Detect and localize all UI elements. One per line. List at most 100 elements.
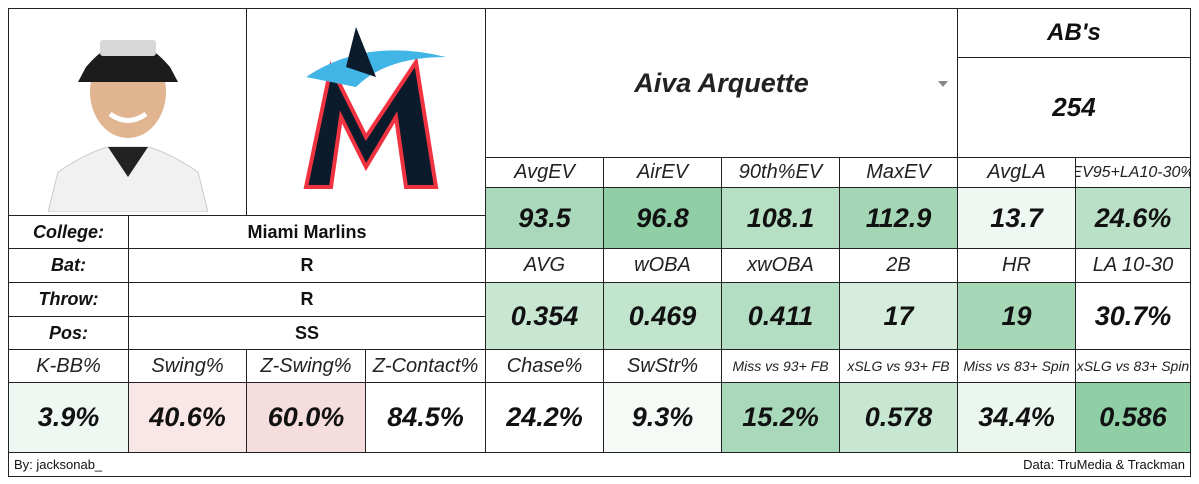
bio-value: SS (294, 322, 319, 343)
stat-value-cell: 96.8 (603, 187, 722, 249)
stat-label-cell: AirEV (603, 157, 722, 188)
stat-label-cell: wOBA (603, 248, 722, 283)
bio-label-cell: Pos: (8, 316, 129, 350)
bio-value: Miami Marlins (247, 221, 367, 242)
stat-value: 17 (883, 300, 914, 331)
stat-value: 40.6% (149, 402, 226, 432)
bio-label-cell: Throw: (8, 282, 129, 317)
stat-label: xSLG vs 93+ FB (847, 358, 950, 374)
source: Data: TruMedia & Trackman (1023, 457, 1185, 472)
stat-label: AvgLA (987, 161, 1046, 183)
bio-label: Pos: (48, 322, 88, 343)
stat-value: 15.2% (742, 402, 819, 432)
ab-value: 254 (1052, 92, 1096, 122)
bio-value-cell: Miami Marlins (128, 215, 486, 249)
stat-label-cell: Chase% (485, 349, 604, 383)
player-photo (8, 8, 247, 216)
stat-value-cell: 0.469 (603, 282, 722, 350)
ab-label-cell: AB's (957, 8, 1191, 58)
stat-label-cell: xwOBA (721, 248, 840, 283)
stat-label: Swing% (151, 354, 224, 377)
bio-value-cell: SS (128, 316, 486, 350)
stat-label-cell: 90th%EV (721, 157, 840, 188)
bio-value: R (300, 255, 314, 275)
stat-value: 112.9 (865, 202, 932, 233)
stat-value: 0.586 (1099, 402, 1167, 432)
stat-label: HR (1002, 254, 1031, 276)
stat-label: 90th%EV (738, 161, 823, 183)
stat-label-cell: xSLG vs 93+ FB (839, 349, 958, 383)
stat-value-cell: 0.578 (839, 382, 958, 453)
stat-value: 0.469 (628, 300, 697, 331)
stat-label-cell: LA 10-30 (1075, 248, 1191, 283)
bio-label-cell: Bat: (8, 248, 129, 283)
bio-label: Throw: (38, 289, 99, 309)
stat-label: EV95+LA10-30% (1075, 163, 1191, 181)
player-name: Aiva Arquette (634, 67, 809, 98)
stat-label: Miss vs 83+ Spin (963, 358, 1070, 374)
stat-value: 19 (1001, 300, 1032, 331)
stat-value-cell: 30.7% (1075, 282, 1191, 350)
stat-label-cell: AVG (485, 248, 604, 283)
stat-label: AvgEV (514, 161, 575, 183)
bio-value-cell: R (128, 282, 486, 317)
dropdown-arrow[interactable] (938, 81, 948, 87)
stat-value: 9.3% (631, 402, 694, 432)
logo-illustration (303, 27, 446, 189)
stat-label-cell: AvgLA (957, 157, 1076, 188)
stat-label: Z-Contact% (372, 354, 479, 377)
stat-label-cell: MaxEV (839, 157, 958, 188)
stat-value-cell: 13.7 (957, 187, 1076, 249)
stat-value: 96.8 (636, 202, 689, 233)
stat-value: 0.354 (510, 300, 579, 331)
stat-label: xwOBA (747, 254, 814, 276)
stat-label: MaxEV (866, 161, 931, 183)
credit: By: jacksonab_ (14, 457, 103, 472)
stat-value-cell: 108.1 (721, 187, 840, 249)
bio-label: Bat: (51, 255, 86, 275)
stat-label: LA 10-30 (1092, 254, 1174, 276)
footer (8, 452, 1191, 477)
stat-label: AirEV (636, 161, 689, 183)
stat-label-cell: EV95+LA10-30% (1075, 157, 1191, 188)
stat-value: 84.5% (387, 402, 464, 432)
bio-value-cell: R (128, 248, 486, 283)
team-logo (246, 8, 486, 216)
stat-label-cell: K-BB% (8, 349, 129, 383)
player-name-cell[interactable]: Aiva Arquette (485, 8, 958, 158)
stat-label-cell: xSLG vs 83+ Spin (1075, 349, 1191, 383)
stat-value: 93.5 (518, 202, 571, 233)
stat-label-cell: Swing% (128, 349, 247, 383)
ab-value-cell: 254 (957, 57, 1191, 158)
stat-value: 34.4% (978, 402, 1055, 432)
stat-value-cell: 34.4% (957, 382, 1076, 453)
stat-value-cell: 17 (839, 282, 958, 350)
stat-label: Chase% (506, 354, 583, 377)
stat-label: wOBA (634, 254, 691, 276)
stat-value: 24.2% (506, 402, 583, 432)
stat-value-cell: 9.3% (603, 382, 722, 453)
stat-value-cell: 3.9% (8, 382, 129, 453)
stat-value-cell: 93.5 (485, 187, 604, 249)
stat-value-cell: 60.0% (246, 382, 366, 453)
stat-value-cell: 0.586 (1075, 382, 1191, 453)
stat-label: SwStr% (626, 354, 699, 377)
stat-value-cell: 15.2% (721, 382, 840, 453)
stat-value-cell: 84.5% (365, 382, 486, 453)
stat-value: 30.7% (1094, 300, 1172, 331)
stat-label-cell: AvgEV (485, 157, 604, 188)
stat-label: AVG (523, 254, 566, 276)
stat-value-cell: 24.6% (1075, 187, 1191, 249)
stat-label-cell: Miss vs 93+ FB (721, 349, 840, 383)
stat-value-cell: 112.9 (839, 187, 958, 249)
stat-value: 24.6% (1094, 202, 1172, 233)
bio-value: R (300, 289, 314, 309)
stat-value-cell: 24.2% (485, 382, 604, 453)
stat-label-cell: Z-Swing% (246, 349, 366, 383)
bio-label-cell: College: (8, 215, 129, 249)
photo-illustration (46, 40, 209, 212)
stat-label-cell: Miss vs 83+ Spin (957, 349, 1076, 383)
stat-value: 108.1 (746, 202, 815, 233)
stat-label-cell: HR (957, 248, 1076, 283)
